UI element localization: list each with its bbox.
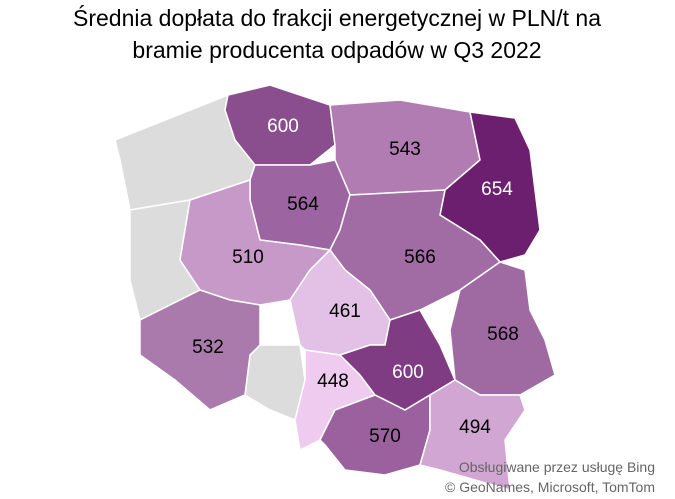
value-label: 568 [487, 324, 519, 345]
value-label: 564 [287, 194, 319, 215]
value-label: 448 [317, 371, 349, 392]
value-label: 494 [459, 417, 491, 438]
value-label: 543 [389, 139, 421, 160]
attribution: Obsługiwane przez usługę Bing [459, 459, 655, 475]
value-label: 570 [369, 426, 401, 447]
chart-title: Średnia dopłata do frakcji energetycznej… [73, 4, 601, 31]
attribution: © GeoNames, Microsoft, TomTom [445, 479, 655, 495]
regions [114, 84, 556, 492]
value-label: 600 [267, 116, 299, 137]
value-label: 566 [404, 247, 436, 268]
region-no-data [244, 344, 306, 422]
region [419, 379, 526, 492]
value-label: 532 [192, 337, 224, 358]
chart-title: bramie producenta odpadów w Q3 2022 [132, 37, 541, 63]
value-label: 600 [392, 362, 424, 383]
region [139, 289, 261, 411]
value-label: 654 [481, 179, 513, 200]
value-label: 461 [329, 301, 361, 322]
value-label: 510 [232, 247, 264, 268]
